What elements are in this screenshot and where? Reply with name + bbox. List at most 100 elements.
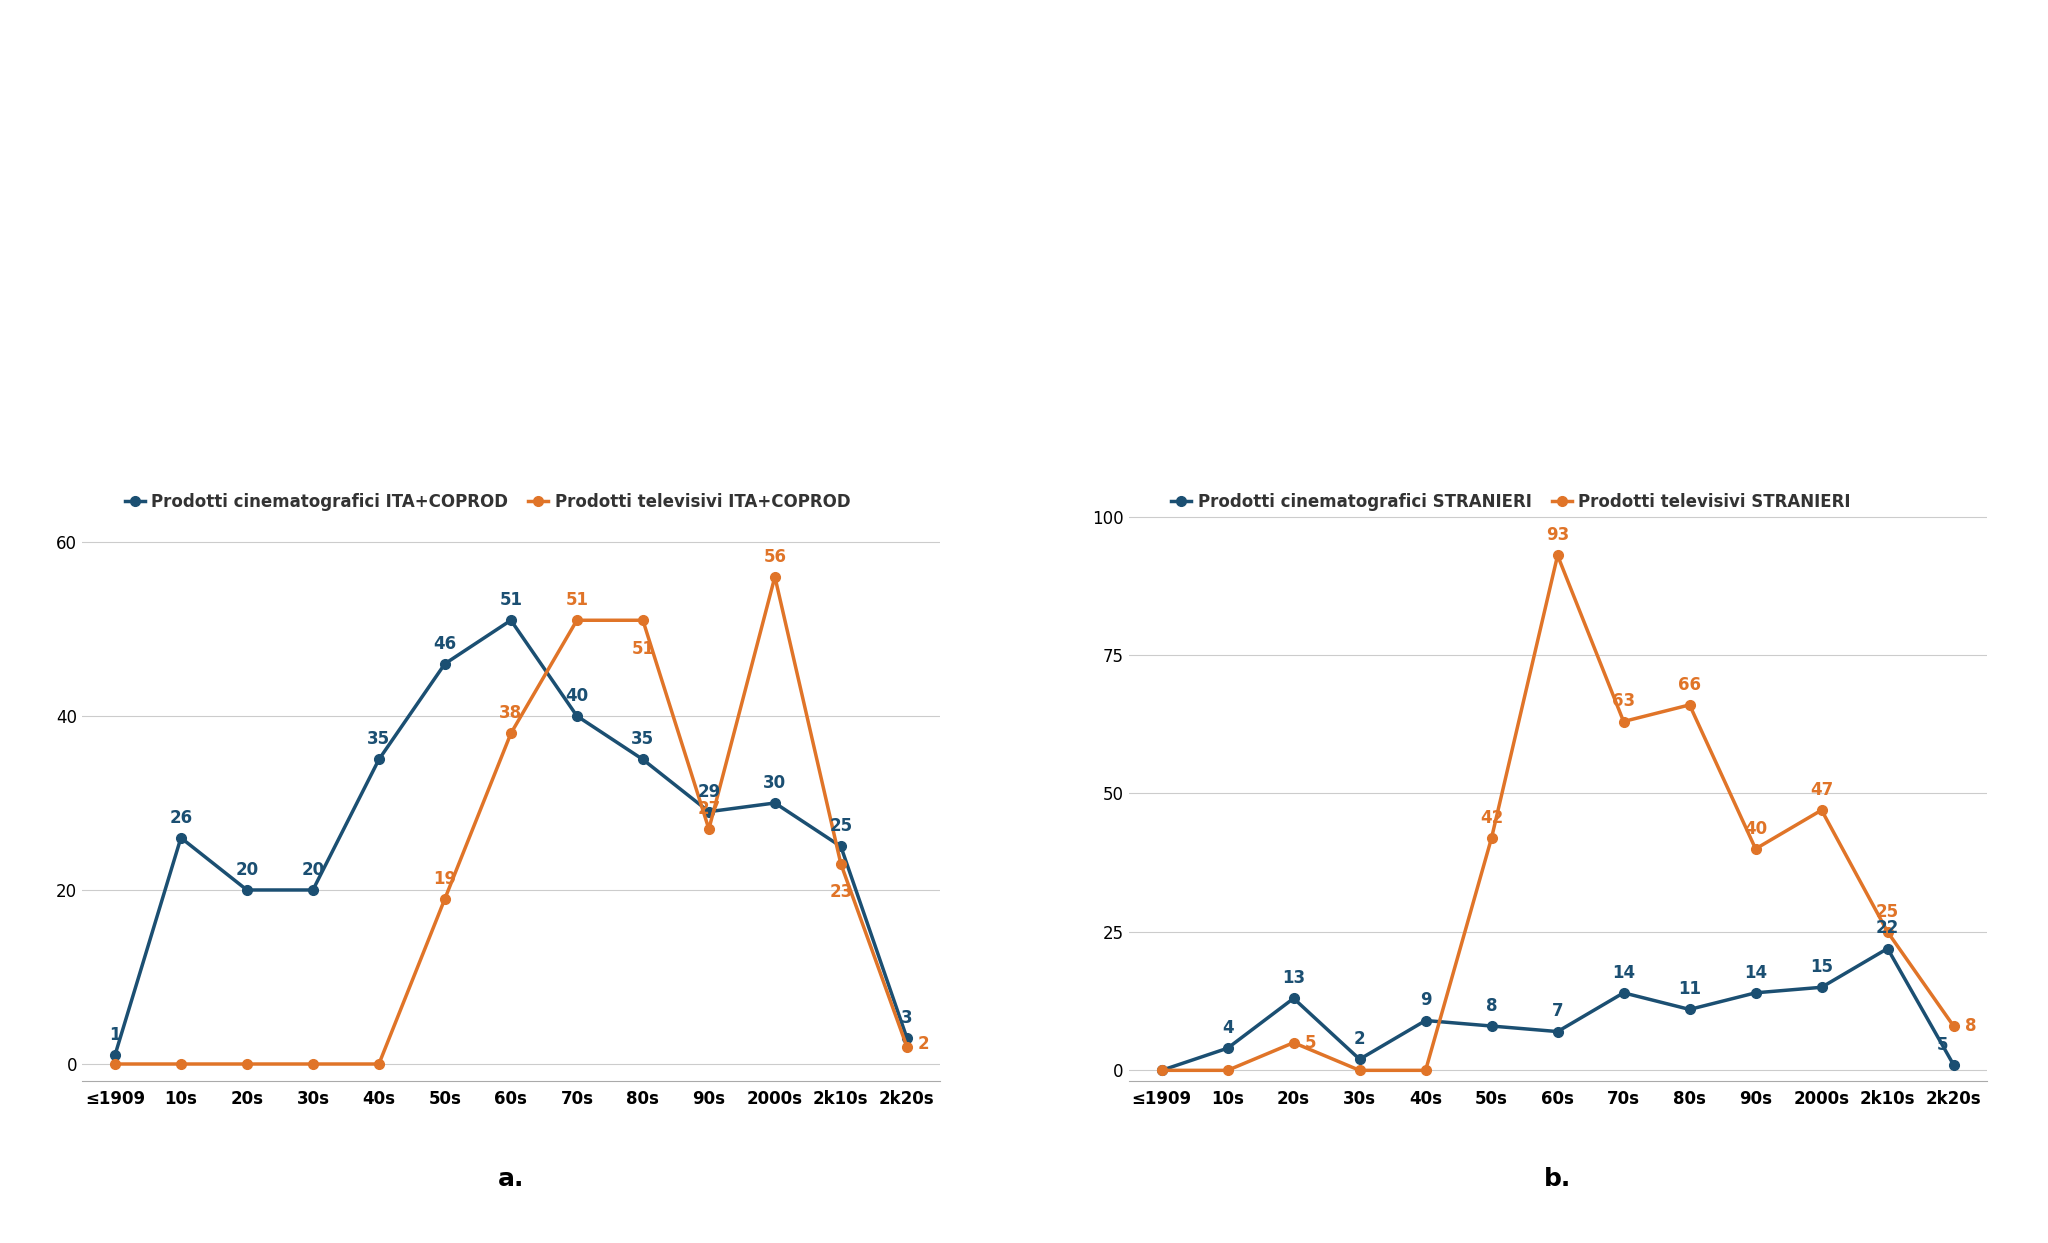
- Text: 5: 5: [1937, 1035, 1948, 1054]
- Text: 3: 3: [901, 1009, 913, 1027]
- Prodotti cinematografici STRANIERI: [1149, 1063, 1174, 1078]
- Prodotti televisivi STRANIERI: [1282, 1035, 1307, 1050]
- Prodotti cinematografici STRANIERI: [1876, 941, 1901, 956]
- Prodotti televisivi ITA+COPROD: [631, 613, 655, 628]
- Prodotti televisivi ITA+COPROD: [565, 613, 590, 628]
- Text: 1: 1: [109, 1027, 121, 1044]
- Prodotti televisivi STRANIERI: [1348, 1063, 1372, 1078]
- Prodotti cinematografici STRANIERI: [1479, 1018, 1503, 1033]
- Prodotti televisivi STRANIERI: [1149, 1063, 1174, 1078]
- Prodotti televisivi ITA+COPROD: [301, 1057, 326, 1071]
- Text: 29: 29: [696, 783, 721, 800]
- Text: 20: 20: [236, 861, 258, 879]
- Text: 38: 38: [500, 705, 522, 722]
- Text: 93: 93: [1546, 526, 1569, 544]
- Prodotti cinematografici STRANIERI: [1546, 1024, 1571, 1039]
- Prodotti cinematografici ITA+COPROD: [102, 1048, 127, 1063]
- Prodotti televisivi STRANIERI: [1876, 925, 1901, 940]
- Text: 40: 40: [565, 687, 588, 705]
- Text: 27: 27: [696, 800, 721, 818]
- Prodotti televisivi ITA+COPROD: [367, 1057, 391, 1071]
- Text: 51: 51: [500, 592, 522, 609]
- Text: 13: 13: [1282, 970, 1305, 987]
- Prodotti televisivi ITA+COPROD: [168, 1057, 193, 1071]
- Text: 20: 20: [301, 861, 324, 879]
- Prodotti cinematografici STRANIERI: [1677, 1002, 1702, 1017]
- Text: 22: 22: [1876, 920, 1898, 937]
- Line: Prodotti televisivi ITA+COPROD: Prodotti televisivi ITA+COPROD: [111, 572, 911, 1069]
- Prodotti cinematografici ITA+COPROD: [895, 1030, 920, 1045]
- Prodotti cinematografici ITA+COPROD: [236, 883, 260, 897]
- Text: b.: b.: [1544, 1167, 1571, 1191]
- Prodotti televisivi ITA+COPROD: [895, 1039, 920, 1054]
- Text: 14: 14: [1612, 963, 1634, 982]
- Prodotti cinematografici ITA+COPROD: [498, 613, 522, 628]
- Text: 25: 25: [829, 818, 852, 835]
- Prodotti televisivi STRANIERI: [1612, 713, 1636, 728]
- Line: Prodotti televisivi STRANIERI: Prodotti televisivi STRANIERI: [1157, 551, 1958, 1075]
- Text: 9: 9: [1419, 992, 1432, 1009]
- Prodotti cinematografici STRANIERI: [1612, 986, 1636, 1001]
- Prodotti televisivi STRANIERI: [1808, 803, 1833, 818]
- Text: 26: 26: [170, 809, 193, 827]
- Text: 51: 51: [631, 640, 655, 658]
- Prodotti televisivi ITA+COPROD: [498, 726, 522, 741]
- Prodotti cinematografici ITA+COPROD: [829, 839, 854, 854]
- Text: 66: 66: [1677, 676, 1702, 694]
- Prodotti cinematografici STRANIERI: [1743, 986, 1767, 1001]
- Text: 2: 2: [1354, 1030, 1366, 1048]
- Text: 46: 46: [434, 635, 457, 653]
- Prodotti cinematografici ITA+COPROD: [631, 752, 655, 767]
- Text: 7: 7: [1552, 1002, 1563, 1021]
- Text: 25: 25: [1876, 902, 1898, 921]
- Prodotti cinematografici ITA+COPROD: [565, 709, 590, 723]
- Legend: Prodotti cinematografici ITA+COPROD, Prodotti televisivi ITA+COPROD: Prodotti cinematografici ITA+COPROD, Pro…: [125, 493, 850, 511]
- Prodotti televisivi STRANIERI: [1214, 1063, 1239, 1078]
- Prodotti televisivi STRANIERI: [1413, 1063, 1438, 1078]
- Text: 42: 42: [1481, 809, 1503, 827]
- Prodotti cinematografici ITA+COPROD: [696, 804, 721, 819]
- Text: 56: 56: [764, 548, 786, 566]
- Prodotti cinematografici ITA+COPROD: [367, 752, 391, 767]
- Text: 35: 35: [631, 731, 655, 748]
- Text: 40: 40: [1745, 819, 1767, 838]
- Prodotti televisivi ITA+COPROD: [696, 822, 721, 837]
- Prodotti televisivi STRANIERI: [1743, 842, 1767, 856]
- Text: 30: 30: [764, 774, 786, 792]
- Text: 15: 15: [1810, 958, 1833, 976]
- Prodotti cinematografici ITA+COPROD: [168, 830, 193, 845]
- Text: a.: a.: [498, 1167, 524, 1191]
- Prodotti televisivi STRANIERI: [1942, 1018, 1966, 1033]
- Prodotti televisivi ITA+COPROD: [236, 1057, 260, 1071]
- Prodotti televisivi ITA+COPROD: [829, 856, 854, 871]
- Text: 11: 11: [1677, 981, 1702, 998]
- Text: 8: 8: [1487, 997, 1497, 1016]
- Prodotti televisivi STRANIERI: [1479, 830, 1503, 845]
- Prodotti televisivi ITA+COPROD: [102, 1057, 127, 1071]
- Prodotti cinematografici STRANIERI: [1348, 1052, 1372, 1066]
- Text: 4: 4: [1223, 1019, 1233, 1037]
- Text: 23: 23: [829, 884, 852, 901]
- Text: 35: 35: [367, 731, 391, 748]
- Prodotti cinematografici STRANIERI: [1808, 979, 1833, 994]
- Prodotti televisivi ITA+COPROD: [432, 891, 457, 906]
- Prodotti cinematografici ITA+COPROD: [301, 883, 326, 897]
- Prodotti cinematografici STRANIERI: [1282, 991, 1307, 1006]
- Legend: Prodotti cinematografici STRANIERI, Prodotti televisivi STRANIERI: Prodotti cinematografici STRANIERI, Prod…: [1171, 493, 1851, 511]
- Text: 2: 2: [918, 1035, 930, 1053]
- Text: 14: 14: [1745, 963, 1767, 982]
- Text: 51: 51: [565, 592, 588, 609]
- Prodotti televisivi STRANIERI: [1677, 697, 1702, 712]
- Prodotti cinematografici ITA+COPROD: [762, 796, 786, 810]
- Prodotti cinematografici STRANIERI: [1413, 1013, 1438, 1028]
- Prodotti televisivi ITA+COPROD: [762, 569, 786, 584]
- Prodotti cinematografici STRANIERI: [1942, 1058, 1966, 1073]
- Prodotti televisivi STRANIERI: [1546, 548, 1571, 563]
- Line: Prodotti cinematografici STRANIERI: Prodotti cinematografici STRANIERI: [1157, 943, 1958, 1075]
- Text: 8: 8: [1964, 1017, 1976, 1035]
- Prodotti cinematografici STRANIERI: [1214, 1040, 1239, 1055]
- Prodotti cinematografici ITA+COPROD: [432, 656, 457, 671]
- Text: 5: 5: [1305, 1034, 1317, 1052]
- Text: 63: 63: [1612, 692, 1634, 711]
- Text: 19: 19: [434, 870, 457, 888]
